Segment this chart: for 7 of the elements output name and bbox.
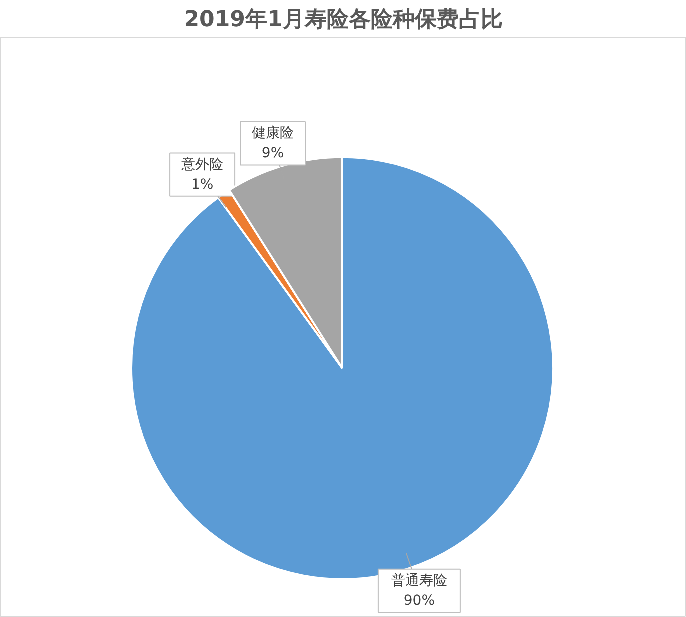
data-label: 1% [191,176,214,193]
slice-label: 意外险 [180,156,224,173]
data-label: 9% [262,146,284,162]
slice-label: 健康险 [252,126,294,142]
chart-title: 2019年1月寿险各险种保费占比 [184,8,503,32]
data-label: 90% [404,592,436,609]
slice-label: 普通寿险 [391,572,448,589]
